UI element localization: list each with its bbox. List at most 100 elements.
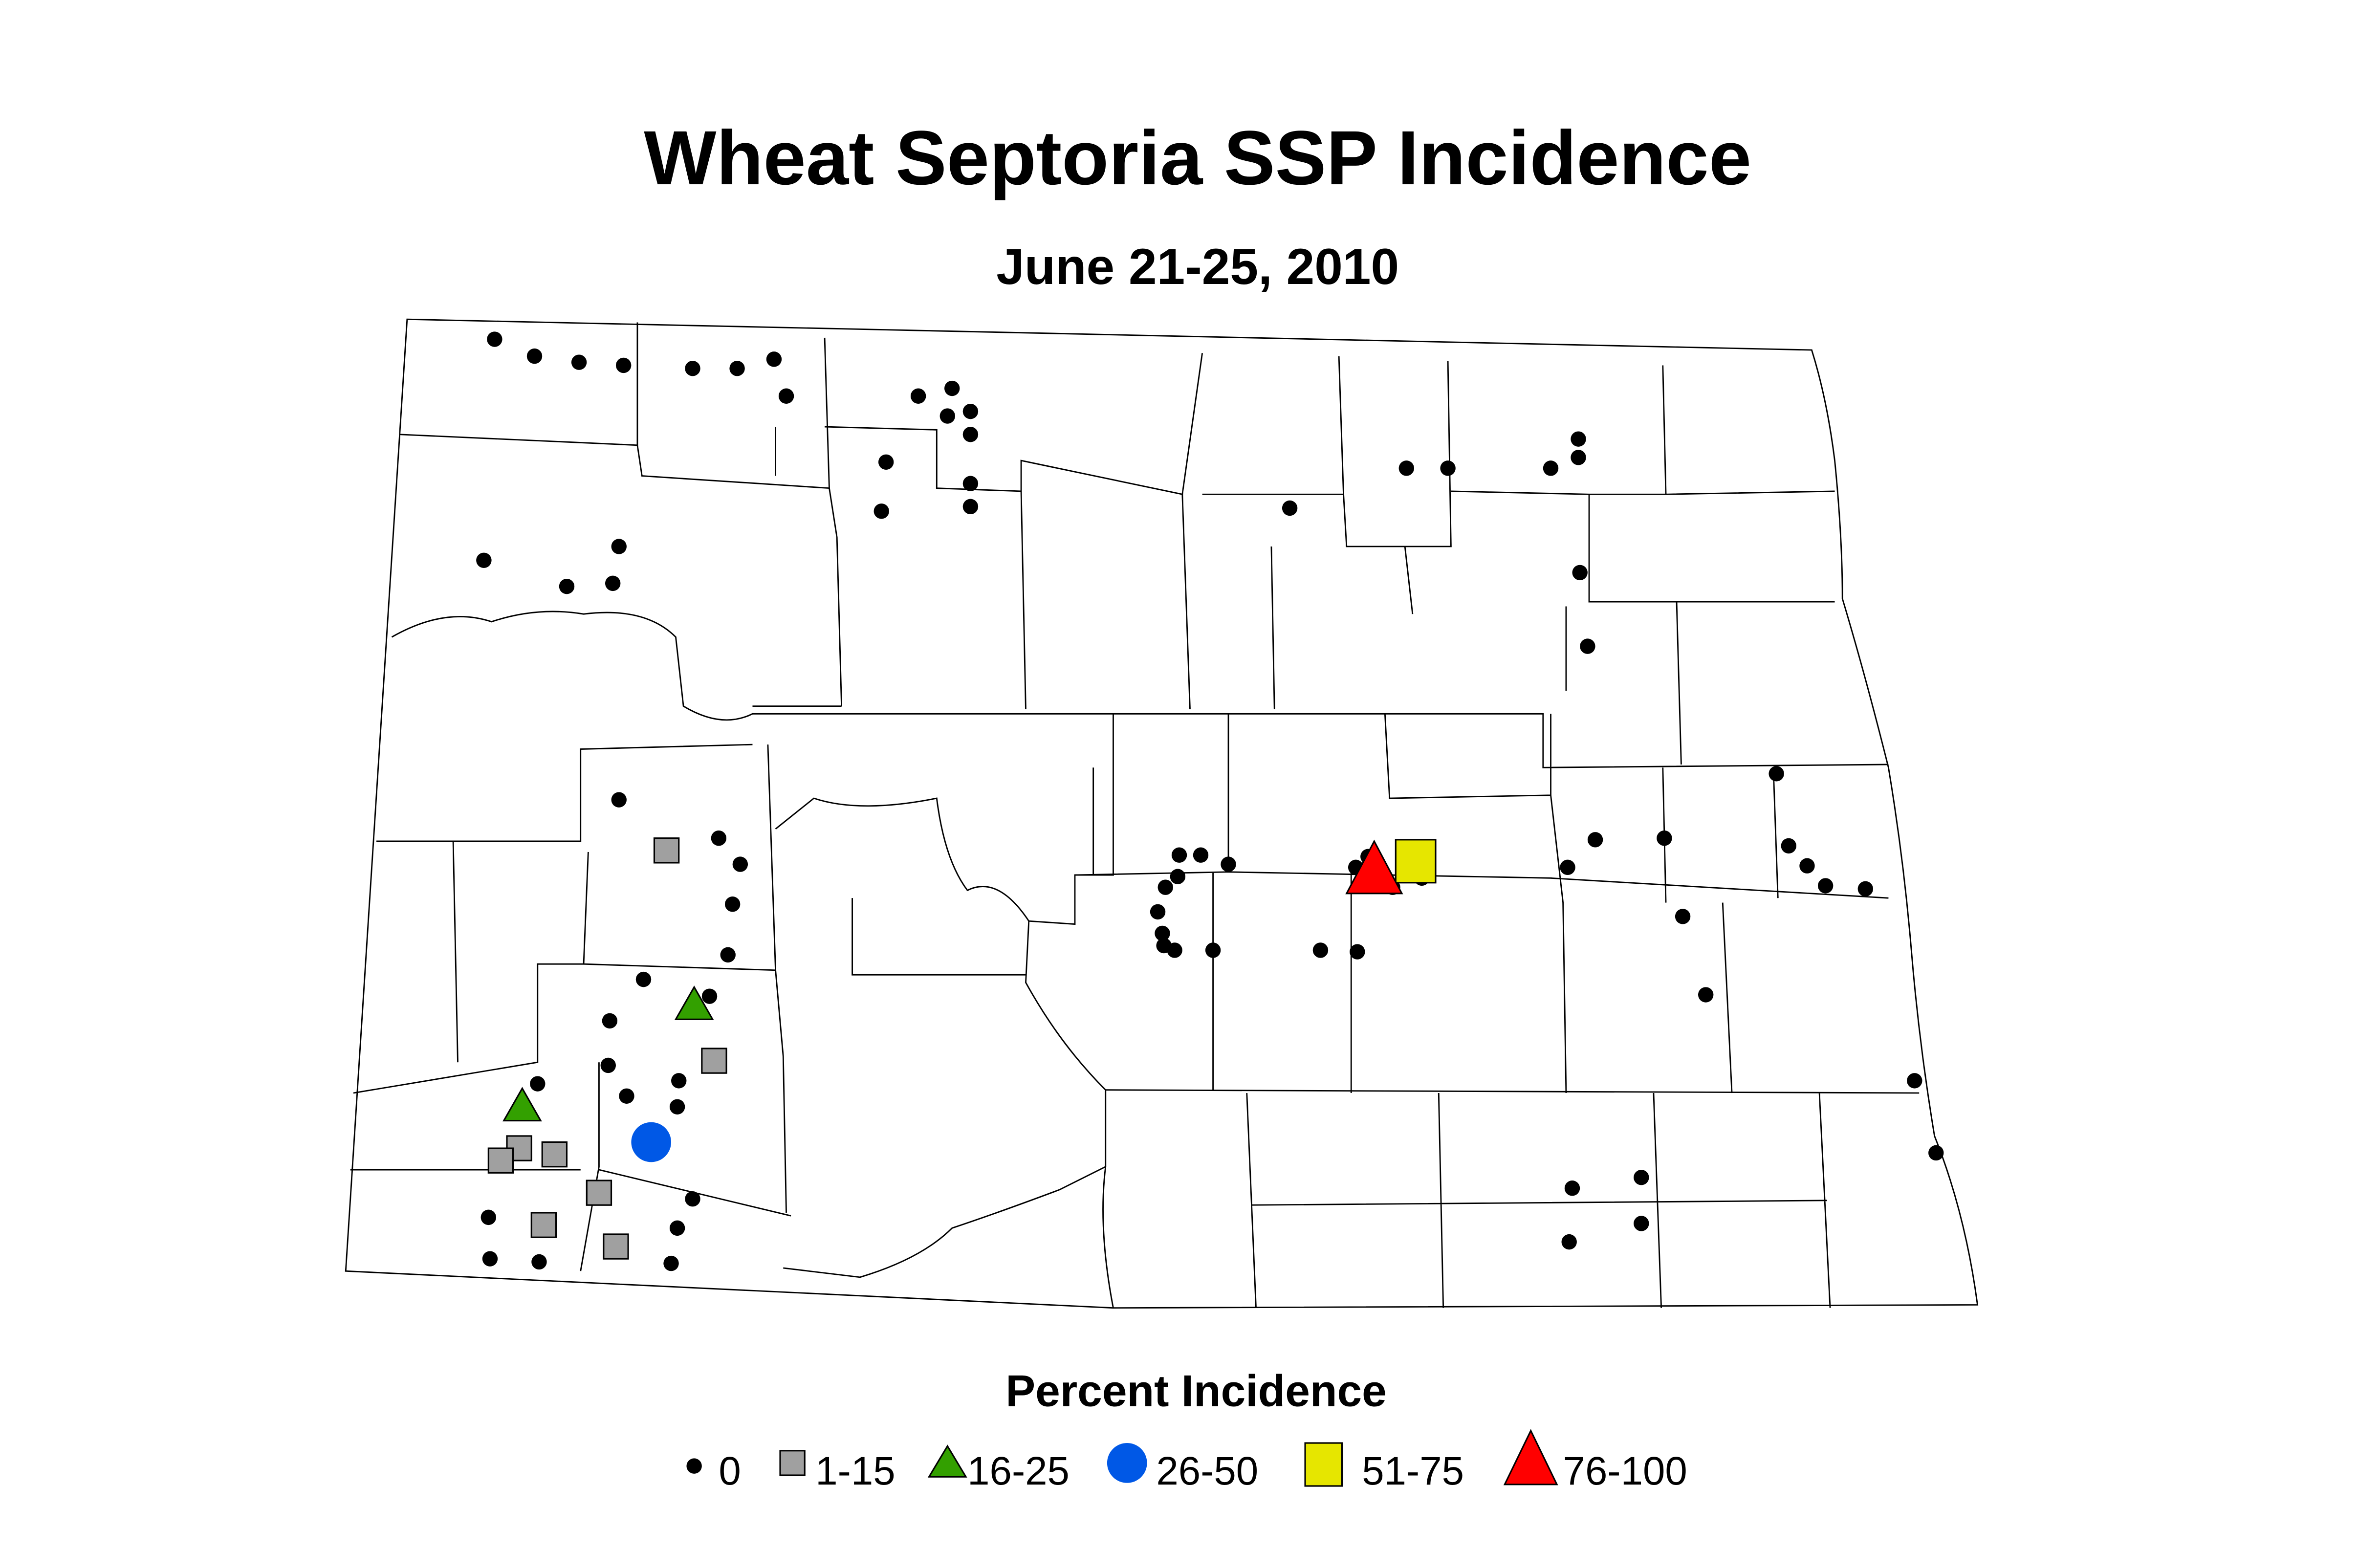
site-marker-1-15	[530, 1212, 557, 1238]
site-marker-0	[1580, 638, 1595, 654]
site-marker-0	[711, 830, 727, 846]
site-marker-0	[962, 499, 979, 515]
site-marker-0	[669, 1220, 685, 1236]
site-marker-0	[1799, 858, 1815, 874]
site-marker-0	[1170, 869, 1186, 884]
site-marker-0	[476, 552, 492, 568]
site-marker-0	[1634, 1170, 1649, 1185]
site-marker-0	[663, 1255, 679, 1271]
site-marker-0	[910, 388, 926, 404]
site-marker-0	[1587, 832, 1603, 848]
site-marker-0	[1440, 460, 1456, 476]
site-marker-1-15	[541, 1141, 568, 1168]
legend-item-16-25: 16-25	[927, 1444, 1070, 1493]
site-marker-0	[1657, 830, 1672, 846]
state-outline	[345, 318, 1979, 1309]
site-marker-0	[724, 896, 741, 912]
site-marker-0	[1543, 460, 1559, 476]
site-marker-0	[1564, 1180, 1580, 1196]
site-marker-1-15	[603, 1233, 629, 1260]
site-marker-0	[1571, 431, 1586, 447]
legend-item-0: 0	[686, 1449, 741, 1493]
site-marker-0	[1928, 1145, 1944, 1161]
site-marker-0	[482, 1251, 498, 1267]
site-marker-0	[615, 357, 632, 373]
site-marker-0	[944, 380, 960, 396]
site-marker-0	[939, 408, 956, 424]
site-marker-1-15	[506, 1135, 532, 1161]
site-marker-0	[1634, 1216, 1649, 1231]
site-marker-0	[480, 1209, 497, 1225]
site-marker-0	[559, 578, 575, 594]
site-marker-0	[1817, 878, 1834, 894]
site-marker-0	[778, 388, 794, 404]
site-marker-1-15	[653, 837, 680, 864]
site-marker-0	[526, 348, 543, 364]
site-marker-0	[701, 988, 718, 1004]
site-marker-0	[1675, 909, 1691, 924]
site-marker-0	[1193, 847, 1209, 863]
site-marker-0	[1571, 450, 1586, 465]
site-marker-0	[531, 1254, 547, 1270]
survey-points	[476, 331, 1944, 1271]
site-marker-76-100	[1345, 839, 1403, 895]
county-boundaries	[345, 318, 1979, 1309]
legend-label: 26-50	[1156, 1449, 1258, 1493]
site-marker-0	[720, 947, 736, 963]
site-marker-0	[685, 1191, 700, 1207]
site-marker-0	[1857, 881, 1874, 897]
site-marker-0	[1907, 1073, 1922, 1089]
site-marker-0	[1572, 565, 1588, 581]
site-marker-0	[1398, 460, 1415, 476]
site-marker-0	[962, 476, 979, 491]
site-marker-0	[962, 427, 979, 442]
site-marker-0	[729, 361, 745, 376]
site-marker-0	[1150, 904, 1166, 920]
legend-title: Percent Incidence	[1005, 1367, 1386, 1416]
site-marker-0	[635, 971, 652, 987]
site-marker-16-25	[502, 1087, 542, 1122]
site-marker-0	[1769, 766, 1784, 782]
site-marker-0	[1560, 859, 1575, 875]
legend-label: 0	[719, 1449, 741, 1493]
site-marker-0	[1282, 500, 1298, 516]
site-marker-0	[1167, 942, 1182, 958]
site-marker-0	[732, 856, 748, 872]
site-marker-26-50	[631, 1122, 672, 1162]
site-marker-0	[602, 1013, 618, 1029]
site-marker-0	[611, 792, 627, 808]
site-marker-0	[685, 361, 700, 376]
site-marker-0	[1157, 879, 1173, 895]
map-subtitle: June 21-25, 2010	[996, 238, 1399, 295]
site-marker-0	[1781, 838, 1796, 854]
legend-item-51-75: 51-75	[1304, 1442, 1464, 1493]
site-marker-0	[878, 454, 894, 470]
site-marker-0	[619, 1088, 634, 1104]
legend: 0 1-15 16-25 26-50 51-75 76-100	[686, 1429, 1687, 1493]
site-marker-0	[571, 354, 587, 370]
legend-label: 16-25	[967, 1449, 1070, 1493]
site-marker-0	[611, 539, 627, 554]
legend-item-1-15: 1-15	[779, 1449, 895, 1493]
site-marker-0	[1155, 925, 1170, 941]
site-marker-1-15	[586, 1180, 612, 1206]
site-marker-0	[1221, 856, 1236, 872]
legend-item-76-100: 76-100	[1503, 1429, 1687, 1493]
site-marker-0	[600, 1057, 616, 1073]
site-marker-1-15	[701, 1048, 727, 1074]
legend-label: 76-100	[1563, 1449, 1687, 1493]
site-marker-0	[669, 1099, 685, 1115]
site-marker-0	[1171, 847, 1187, 863]
site-marker-51-75	[1395, 839, 1437, 884]
site-marker-0	[530, 1076, 546, 1092]
map-title: Wheat Septoria SSP Incidence	[644, 115, 1751, 201]
site-marker-0	[487, 331, 502, 347]
site-marker-0	[1561, 1234, 1577, 1250]
site-marker-0	[1698, 987, 1714, 1003]
site-marker-0	[1312, 942, 1329, 958]
site-marker-0	[962, 403, 979, 419]
site-marker-0	[1205, 942, 1221, 958]
legend-item-26-50: 26-50	[1107, 1443, 1258, 1493]
legend-label: 1-15	[815, 1449, 895, 1493]
site-marker-0	[671, 1073, 687, 1089]
